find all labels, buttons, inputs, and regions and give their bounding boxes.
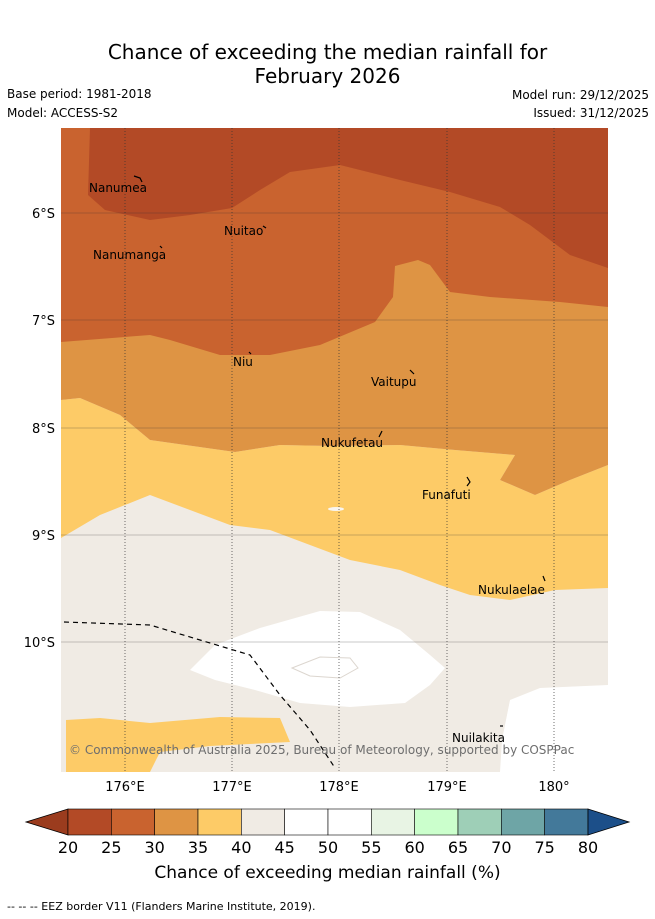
colorbar-label-40: 40	[231, 838, 252, 857]
colorbar-label-35: 35	[187, 838, 209, 857]
colorbar-label-45: 45	[274, 838, 295, 857]
colorbar-cell-35-40	[197, 808, 242, 836]
colorbar-cell-40-45	[241, 808, 285, 836]
label-nukulaelae: Nukulaelae	[478, 583, 545, 597]
label-niu: Niu	[233, 355, 253, 369]
island-marks	[133, 175, 546, 727]
band-35-40	[61, 398, 608, 600]
band-20-25	[88, 128, 608, 268]
band-50-55-center	[290, 656, 359, 679]
label-nuitao: Nuitao	[224, 224, 263, 238]
label-funafuti: Funafuti	[422, 488, 471, 502]
island-mark-nuitao	[262, 225, 267, 229]
colorbar-label-25: 25	[101, 838, 122, 857]
lon-tick-176: 176°E	[105, 780, 145, 795]
model-run: Model run: 29/12/2025	[511, 88, 649, 102]
lon-tick-180: 180°	[538, 780, 569, 795]
rainfall-map: Nanumea Nuitao Nanumanga Niu Vaitupu Nuk…	[24, 128, 608, 795]
island-mark-niu	[248, 351, 252, 355]
colorbar-cell-45-50	[284, 808, 329, 836]
title-line-1: Chance of exceeding the median rainfall …	[107, 40, 548, 64]
colorbar-label-30: 30	[144, 838, 165, 857]
colorbar-label-65: 65	[447, 838, 469, 857]
island-mark-nanumanga	[159, 245, 163, 249]
colorbar-cell-30-35	[154, 808, 199, 836]
eez-border-line	[63, 621, 336, 769]
island-mark-funafuti	[466, 476, 471, 487]
lat-tick-10: 10°S	[24, 636, 55, 651]
colorbar-label-80: 80	[577, 838, 599, 857]
eez-legend: -- -- -- EEZ border V11 (Flanders Marine…	[7, 900, 316, 913]
colorbar-cell-25-30	[111, 808, 155, 836]
colorbar-label-70: 70	[491, 838, 512, 857]
base-period: Base period: 1981-2018	[7, 87, 152, 101]
model-name: Model: ACCESS-S2	[7, 106, 119, 120]
colorbar-cell-65-70	[457, 808, 502, 836]
label-nanumanga: Nanumanga	[93, 248, 166, 262]
colorbar-label-60: 60	[404, 838, 425, 857]
colorbar-cell-75-80	[544, 808, 589, 836]
colorbar-cell-50-55	[327, 808, 372, 836]
colorbar-label-75: 75	[534, 838, 555, 857]
colorbar-label-50: 50	[317, 838, 339, 857]
colorbar-cell-70-75	[501, 808, 545, 836]
label-nanumea: Nanumea	[89, 181, 147, 195]
label-vaitupu: Vaitupu	[371, 375, 417, 389]
lon-tick-178: 178°E	[319, 780, 359, 795]
label-nukufetau: Nukufetau	[321, 436, 383, 450]
band-35-40-southwest	[66, 717, 290, 772]
small-patch	[328, 507, 344, 511]
copyright-text: © Commonwealth of Australia 2025, Bureau…	[69, 743, 574, 757]
island-mark-nanumea	[133, 175, 143, 183]
island-mark-nukufetau	[378, 430, 383, 438]
lon-tick-177: 177°E	[212, 780, 252, 795]
label-nuilakita: Nuilakita	[452, 731, 505, 745]
island-mark-nukulaelae	[542, 575, 546, 582]
colorbar-arrow-high	[587, 808, 631, 836]
colorbar-cell-60-65	[414, 808, 459, 836]
lat-tick-7: 7°S	[32, 314, 55, 329]
colorbar-cell-20-25	[67, 808, 112, 836]
colorbar-title: Chance of exceeding median rainfall (%)	[154, 863, 501, 883]
gridlines	[61, 128, 608, 772]
colorbar-cell-55-60	[371, 808, 415, 836]
island-mark-vaitupu	[409, 369, 415, 375]
lat-tick-9: 9°S	[32, 529, 55, 544]
lat-tick-8: 8°S	[32, 422, 55, 437]
colorbar-arrow-low	[24, 808, 69, 836]
colorbar-label-55: 55	[361, 838, 382, 857]
issued-date: Issued: 31/12/2025	[533, 106, 649, 120]
lat-tick-6: 6°S	[32, 207, 55, 222]
lon-tick-179: 179°E	[427, 780, 467, 795]
map-title: Chance of exceeding the median rainfall …	[0, 40, 655, 88]
title-line-2: February 2026	[254, 64, 401, 88]
colorbar-label-20: 20	[57, 838, 79, 857]
